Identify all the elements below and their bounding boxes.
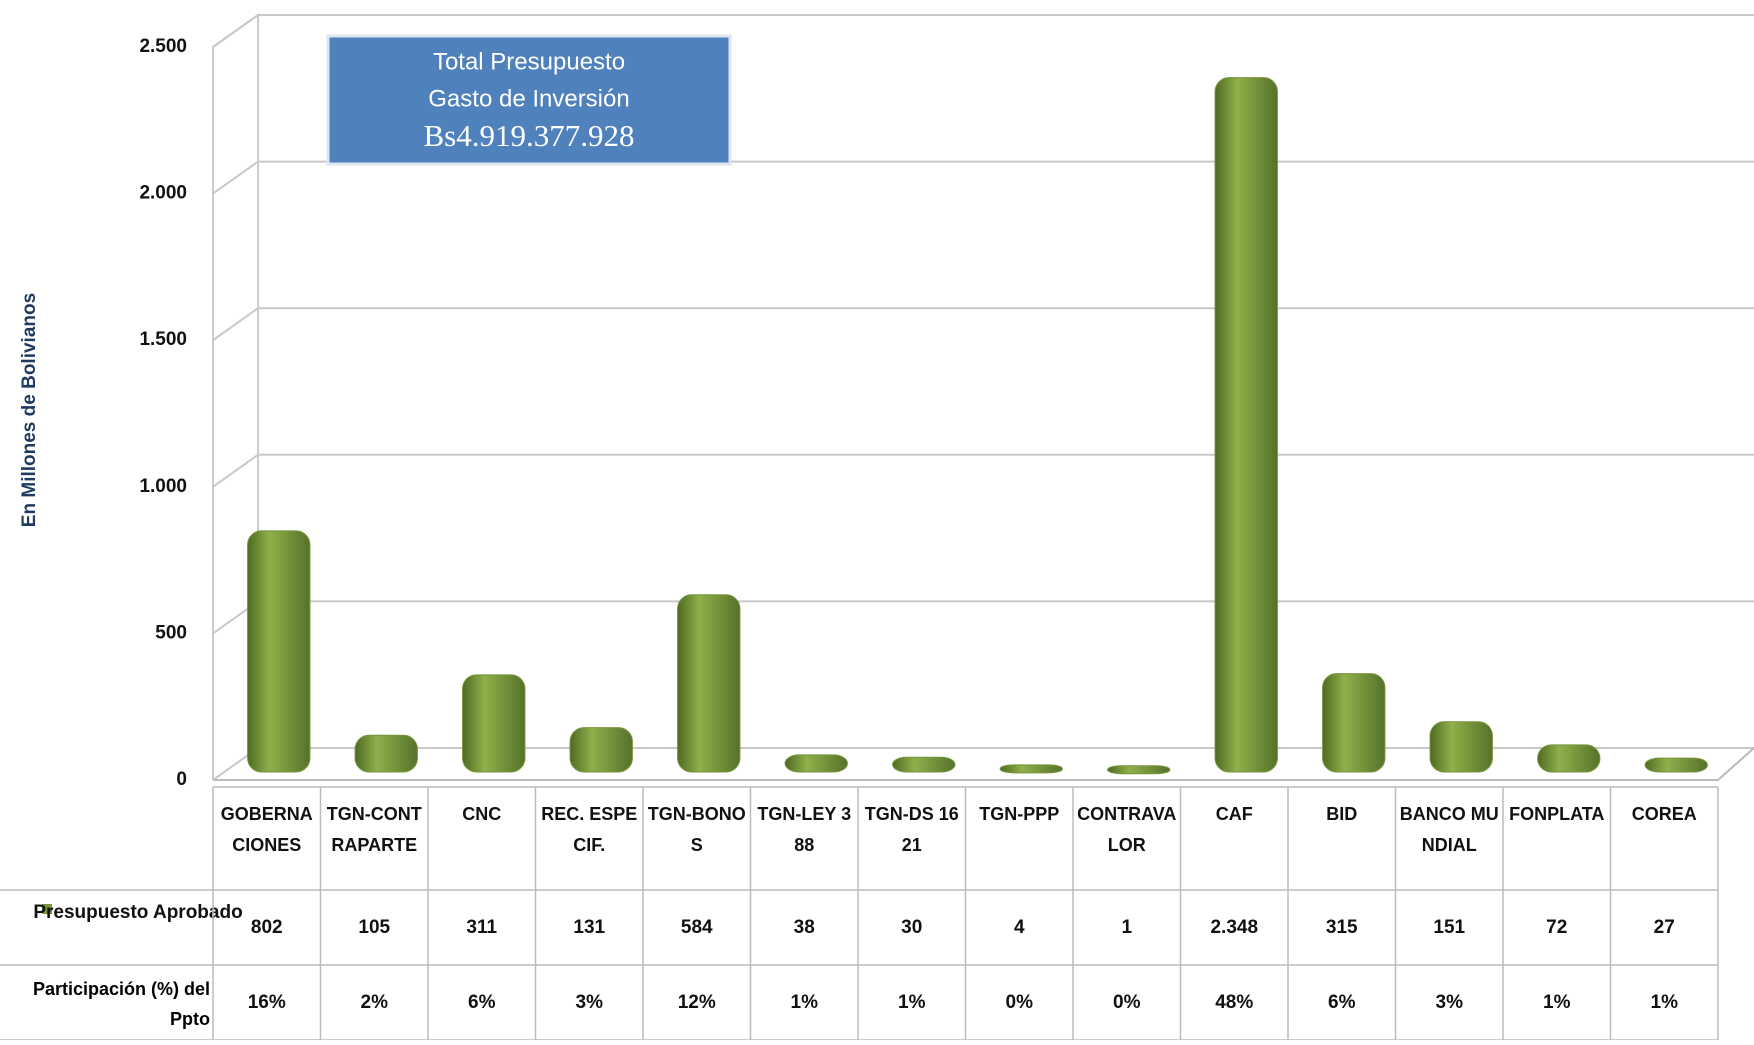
annotation-line: Total Presupuesto bbox=[433, 48, 625, 75]
x-tick-label: TGN-PPP bbox=[979, 804, 1060, 824]
row-header-text: Participación (%) del Ppto bbox=[32, 979, 210, 1029]
bar bbox=[1644, 757, 1708, 773]
x-tick-label: TGN-DS 1621 bbox=[864, 804, 959, 855]
x-tick-label-box: TGN-CONTRAPARTE bbox=[326, 804, 422, 855]
x-tick-label: REC. ESPECIF. bbox=[541, 804, 638, 855]
x-tick-label: TGN-LEY 388 bbox=[757, 804, 852, 855]
bar bbox=[1537, 744, 1601, 773]
bar bbox=[999, 764, 1063, 774]
x-tick-label: COREA bbox=[1631, 804, 1697, 824]
value-label: 131 bbox=[573, 917, 605, 938]
grid-line bbox=[212, 14, 1754, 48]
x-tick-label: BANCO MUNDIAL bbox=[1399, 804, 1499, 855]
grid-line bbox=[212, 160, 1754, 195]
bar bbox=[1429, 721, 1493, 773]
value-label: 4 bbox=[1014, 917, 1025, 938]
x-tick-label: TGN-CONTRAPARTE bbox=[326, 804, 422, 855]
share-label: 3% bbox=[576, 992, 604, 1013]
value-label: 151 bbox=[1433, 917, 1465, 938]
bar bbox=[1322, 673, 1386, 773]
bar bbox=[892, 756, 956, 773]
value-label: 30 bbox=[901, 917, 922, 938]
share-label: 0% bbox=[1113, 992, 1141, 1013]
share-label: 12% bbox=[678, 992, 716, 1013]
share-label: 2% bbox=[361, 992, 389, 1013]
share-label: 1% bbox=[1651, 992, 1679, 1013]
y-tick-label: 1.500 bbox=[139, 329, 187, 350]
x-tick-label-box: BID bbox=[1326, 804, 1358, 824]
bar bbox=[1214, 77, 1278, 773]
x-tick-label-box: TGN-DS 1621 bbox=[864, 804, 959, 855]
x-tick-label-box: TGN-LEY 388 bbox=[757, 804, 852, 855]
share-label: 0% bbox=[1006, 992, 1034, 1013]
share-label: 6% bbox=[1328, 992, 1356, 1013]
share-label: 6% bbox=[468, 992, 496, 1013]
legend-label: Presupuesto Aprobado bbox=[33, 902, 242, 923]
bar bbox=[569, 727, 633, 773]
y-tick-label: 2.000 bbox=[139, 183, 187, 204]
grid-line bbox=[212, 600, 1754, 635]
x-tick-label-box: TGN-BONOS bbox=[647, 804, 746, 855]
share-label: 3% bbox=[1436, 992, 1464, 1013]
annotation-line: Gasto de Inversión bbox=[428, 85, 629, 112]
bar bbox=[462, 674, 526, 773]
share-label: 1% bbox=[898, 992, 926, 1013]
y-tick-label: 2.500 bbox=[139, 36, 187, 57]
share-label: 1% bbox=[791, 992, 819, 1013]
y-tick-label: 500 bbox=[155, 622, 187, 643]
x-tick-label-box: CNC bbox=[462, 804, 502, 824]
value-label: 584 bbox=[681, 917, 713, 938]
bar bbox=[247, 530, 311, 773]
x-tick-label: BID bbox=[1326, 804, 1358, 824]
x-tick-label-box: FONPLATA bbox=[1509, 804, 1605, 824]
grid-line bbox=[212, 747, 1754, 781]
value-label: 315 bbox=[1326, 917, 1358, 938]
x-tick-label: GOBERNACIONES bbox=[220, 804, 313, 855]
y-axis-title: En Millones de Bolivianos bbox=[19, 293, 40, 527]
x-tick-label-box: CAF bbox=[1215, 804, 1253, 824]
value-label: 311 bbox=[466, 917, 497, 938]
value-label: 1 bbox=[1121, 917, 1132, 938]
bar bbox=[1107, 765, 1171, 775]
grid-line bbox=[212, 307, 1754, 342]
bar bbox=[784, 754, 848, 773]
grid-line bbox=[212, 453, 1754, 488]
x-tick-label: CAF bbox=[1215, 804, 1253, 824]
value-label: 802 bbox=[251, 917, 283, 938]
x-tick-label-box: BANCO MUNDIAL bbox=[1399, 804, 1499, 855]
value-label: 72 bbox=[1546, 917, 1567, 938]
row-header: Participación (%) del Ppto bbox=[32, 979, 210, 1029]
y-tick-label: 0 bbox=[176, 769, 187, 790]
y-tick-label: 1.000 bbox=[139, 476, 187, 497]
value-label: 38 bbox=[794, 917, 815, 938]
annotation-box bbox=[326, 34, 732, 166]
x-tick-label-box: GOBERNACIONES bbox=[220, 804, 313, 855]
annotation-line: Bs4.919.377.928 bbox=[424, 118, 635, 153]
x-tick-label-box: TGN-PPP bbox=[979, 804, 1060, 824]
bar bbox=[677, 594, 741, 773]
x-tick-label: TGN-BONOS bbox=[647, 804, 746, 855]
share-label: 16% bbox=[248, 992, 286, 1013]
share-label: 1% bbox=[1543, 992, 1571, 1013]
legend-swatch bbox=[42, 904, 52, 914]
x-tick-label-box: REC. ESPECIF. bbox=[541, 804, 638, 855]
x-tick-label: CONTRAVALOR bbox=[1077, 804, 1177, 855]
x-tick-label: FONPLATA bbox=[1509, 804, 1605, 824]
x-tick-label-box: CONTRAVALOR bbox=[1077, 804, 1177, 855]
bar bbox=[354, 734, 418, 773]
floor bbox=[213, 747, 1754, 781]
value-label: 2.348 bbox=[1210, 917, 1258, 938]
share-label: 48% bbox=[1215, 992, 1253, 1013]
x-tick-label-box: COREA bbox=[1631, 804, 1697, 824]
value-label: 27 bbox=[1654, 917, 1675, 938]
value-label: 105 bbox=[358, 917, 390, 938]
x-tick-label: CNC bbox=[462, 804, 502, 824]
